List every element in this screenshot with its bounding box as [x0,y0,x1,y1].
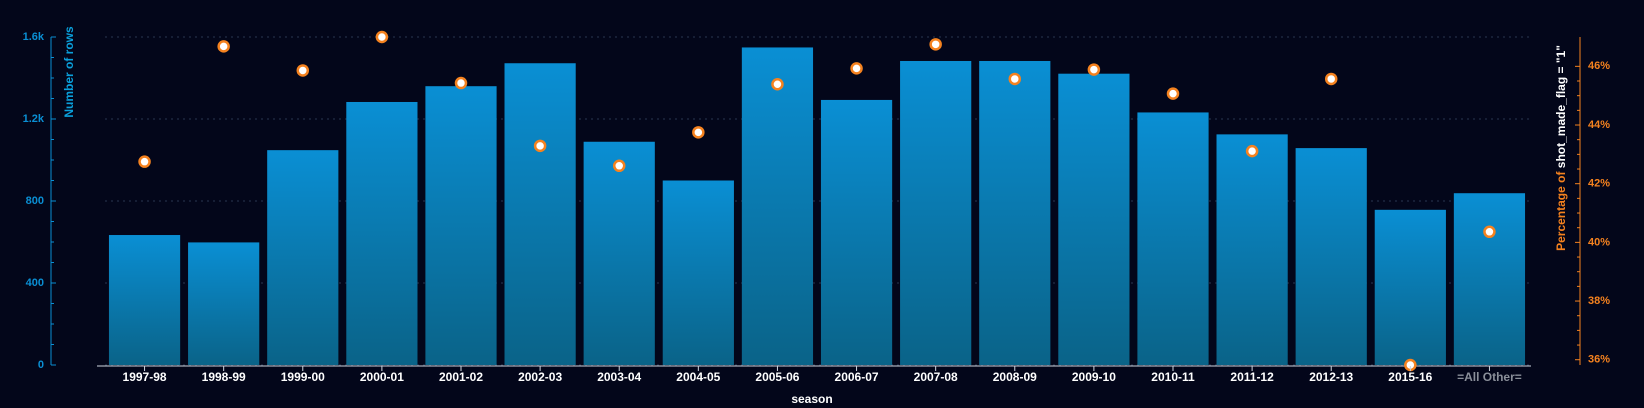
bar [1374,209,1446,365]
y2-tick-label: 46% [1588,60,1610,72]
bar [1137,112,1209,365]
point [1483,225,1496,239]
point [1324,72,1338,86]
x-tick-label: 2000-01 [360,370,404,384]
x-tick-label: 2012-13 [1309,370,1353,384]
bar [346,101,418,366]
point [850,62,863,75]
point [771,77,784,91]
point [217,40,230,53]
x-tick-label: 2005-06 [755,370,799,384]
point [454,76,468,90]
x-tick-label: 2008-09 [993,370,1037,384]
bar [188,242,260,365]
x-tick-label: 2010-11 [1151,370,1195,384]
y2-tick-label: 38% [1588,295,1610,307]
bar [108,235,181,365]
x-tick-label: 1999-00 [281,370,325,384]
y2-tick-label: 40% [1588,236,1610,248]
point [1166,87,1180,100]
x-tick-label: 1998-99 [202,370,246,384]
x-tick-label: 2011-12 [1230,370,1274,384]
bar [504,63,576,366]
bar [267,150,339,365]
x-tick-label: 2015-16 [1388,370,1432,384]
point [612,159,626,173]
y-tick-label: 800 [26,195,44,207]
y2-tick-label: 44% [1588,119,1610,131]
y2-tick-label: 36% [1588,354,1610,366]
y2-tick-label: 42% [1588,178,1610,190]
bar [425,86,497,365]
bar [662,180,734,365]
y-tick-label: 1.2k [23,113,45,125]
point [296,64,310,77]
y-axis-title: Number of rows [62,26,76,118]
point [1245,144,1259,158]
x-tick-label: 2009-10 [1072,370,1116,384]
point [1008,72,1022,86]
bar [979,60,1051,366]
y2-axis-title: Percentage of shot_made_flag = "1" [1554,45,1568,251]
y-tick-label: 400 [26,277,44,289]
bar [1295,148,1367,365]
point [375,30,389,44]
bar [1216,134,1288,365]
y2-axis-title-prefix: Percentage of [1554,171,1568,251]
bar [741,47,814,366]
bar [900,60,972,366]
x-tick-label: 2003-04 [597,370,641,384]
x-tick-label: 2002-03 [518,370,562,384]
y2-axis-title-field: shot_made_flag = "1" [1554,45,1568,168]
bar [583,141,655,365]
point [1087,63,1101,76]
y-tick-label: 0 [38,359,44,371]
x-tick-label: 1997-98 [123,370,167,384]
point [692,126,705,139]
x-tick-label: 2007-08 [914,370,958,384]
y-tick-label: 1.6k [23,31,45,43]
x-tick-label: 2004-05 [676,370,720,384]
point [929,38,942,51]
bar [820,99,893,365]
x-tick-label: =All Other= [1457,370,1522,384]
point [533,139,547,153]
point [138,155,151,168]
x-tick-label: 2001-02 [439,370,483,384]
bar [1453,193,1526,365]
x-tick-label: 2006-07 [835,370,879,384]
x-axis-title: season [791,392,832,406]
bar [1058,73,1130,365]
